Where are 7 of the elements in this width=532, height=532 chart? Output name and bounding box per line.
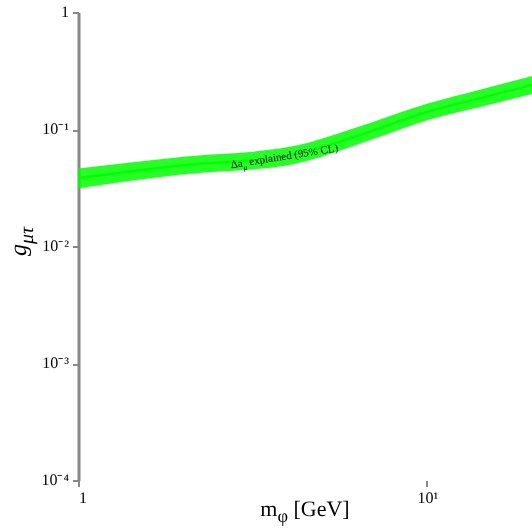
y-tick-label: 10⁻³ (42, 354, 71, 372)
x-axis-title: m$_{φ}$ [GeV] (260, 498, 350, 527)
y-tick-label: 10⁻¹ (42, 120, 71, 138)
y-tick-label: 1 (61, 3, 69, 21)
y-tick-label: 10⁻² (42, 237, 71, 255)
y-tick-label: 10⁻⁴ (41, 471, 70, 489)
x-tick-label: 10¹ (417, 489, 440, 507)
